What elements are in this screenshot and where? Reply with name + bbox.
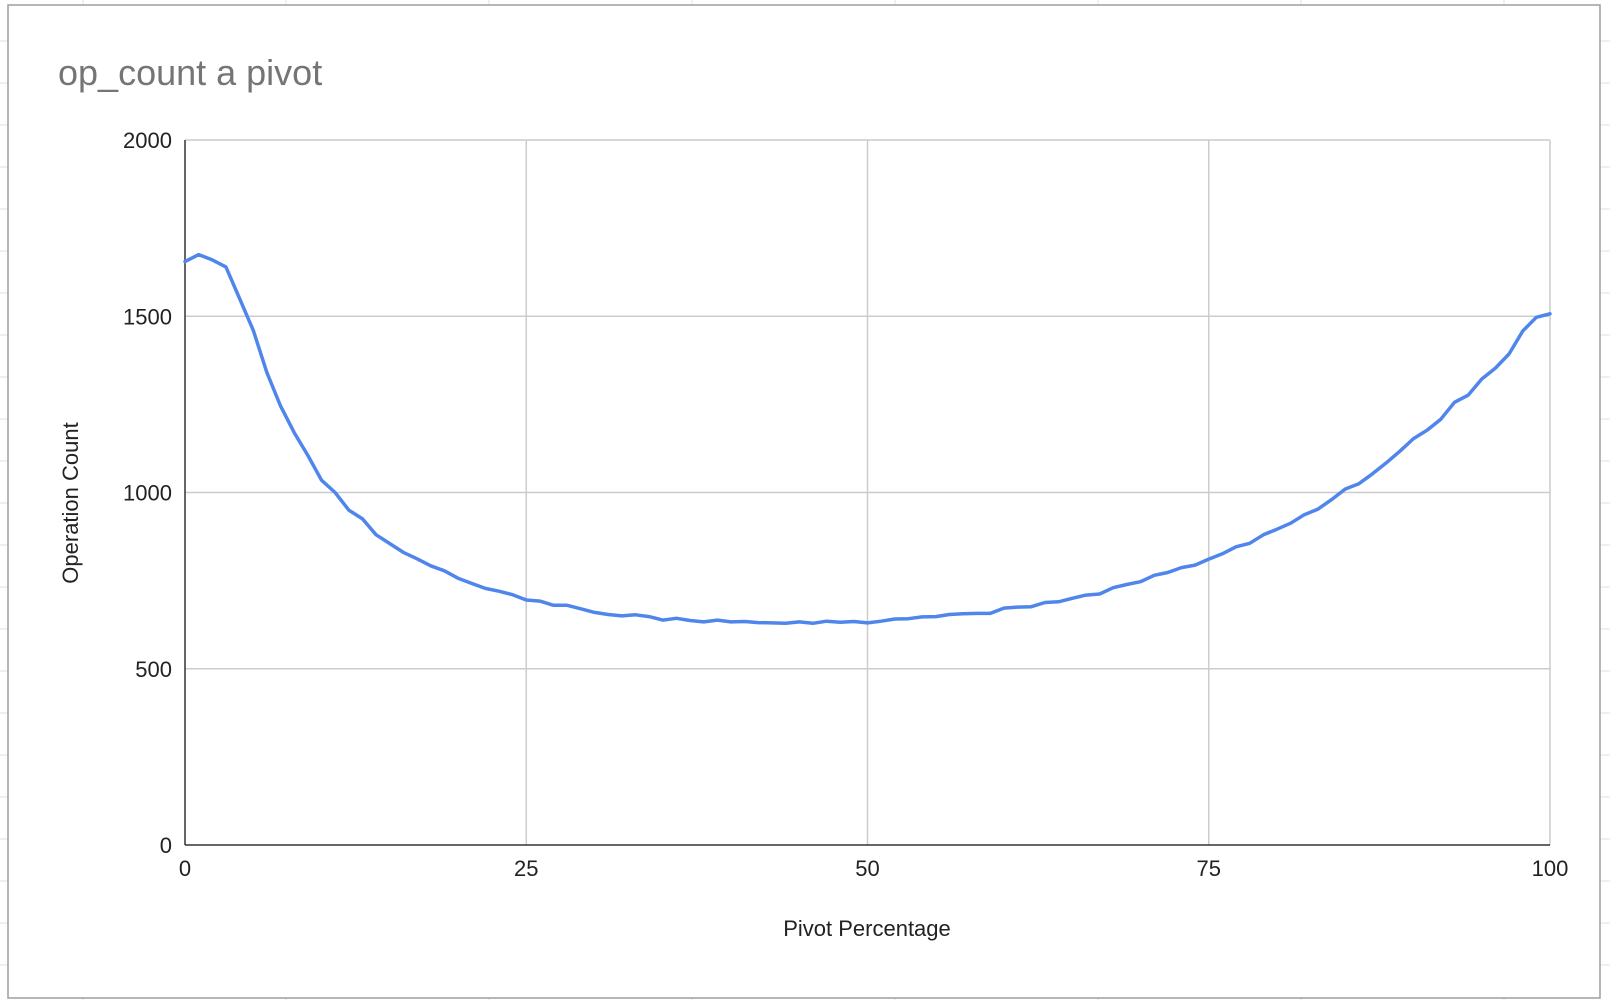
x-tick-label: 100 (1532, 856, 1569, 881)
y-tick-label: 1500 (123, 304, 172, 329)
y-tick-label: 500 (135, 657, 172, 682)
y-axis-label: Operation Count (58, 422, 83, 583)
y-tick-labels: 0 500 1000 1500 2000 (123, 128, 172, 858)
x-tick-label: 75 (1197, 856, 1221, 881)
y-tick-label: 1000 (123, 481, 172, 506)
series-layer (183, 252, 1552, 626)
chart-frame (7, 4, 1601, 999)
y-tick-label: 0 (160, 833, 172, 858)
series-line (183, 252, 1552, 626)
x-tick-label: 50 (855, 856, 879, 881)
x-tick-label: 0 (179, 856, 191, 881)
x-tick-label: 25 (514, 856, 538, 881)
x-axis-label: Pivot Percentage (783, 916, 951, 941)
chart-title: op_count a pivot (58, 52, 322, 93)
x-tick-labels: 0 25 50 75 100 (179, 856, 1568, 881)
plot-gridlines (185, 139, 1551, 845)
y-tick-label: 2000 (123, 128, 172, 153)
